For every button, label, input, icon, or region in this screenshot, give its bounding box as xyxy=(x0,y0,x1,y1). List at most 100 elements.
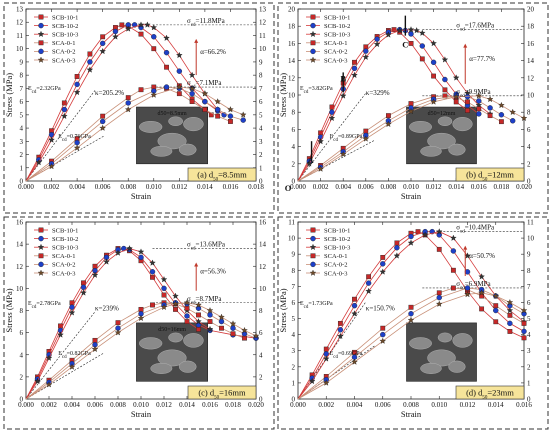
data-point xyxy=(80,284,87,290)
y-tick-label-right: 11 xyxy=(259,32,266,40)
x-axis-title: Strain xyxy=(131,409,152,419)
data-point xyxy=(419,56,425,62)
chart-panel-d: 0.000 0.002 0.004 0.006 0.008 0.010 0.012 0.014… xyxy=(277,216,549,430)
y-tick-label-right: 13 xyxy=(259,6,267,14)
y-tick-label: 6 xyxy=(20,98,24,106)
x-tick-label: 0.010 xyxy=(133,401,149,409)
x-tick-label: 0.008 xyxy=(403,401,419,409)
y-tick-label: 5 xyxy=(20,111,24,119)
y-tick-label-right: 2 xyxy=(259,151,263,159)
x-tick-label: 0.000 xyxy=(18,183,34,191)
data-point xyxy=(507,312,513,318)
x-tick-label: 0.004 xyxy=(347,401,363,409)
data-point xyxy=(184,313,190,319)
x-tick-label: 0.008 xyxy=(120,183,136,191)
specimen-photo: d50=8.5mm xyxy=(136,106,208,165)
data-point xyxy=(74,81,80,88)
data-point xyxy=(74,74,80,79)
y-axis-title: Stress (MPa) xyxy=(278,73,288,117)
y-tick-label-right: 9 xyxy=(259,58,263,66)
x-tick-label: 0.002 xyxy=(41,401,57,409)
y-tick-label-right: 9 xyxy=(527,251,531,259)
x-tick-label: 0.010 xyxy=(403,183,419,191)
data-point xyxy=(99,118,106,125)
data-point xyxy=(408,311,414,317)
peak-scb-label: σcd=11.8MPa xyxy=(187,17,226,28)
y-tick-label-right: 10 xyxy=(259,45,267,53)
y-tick-label-right: 8 xyxy=(527,109,531,117)
legend-marker xyxy=(310,22,316,29)
data-point xyxy=(329,109,335,115)
alpha-label: α=50.7% xyxy=(469,252,495,260)
data-point xyxy=(436,294,442,301)
data-point xyxy=(219,325,224,331)
data-point xyxy=(521,320,527,326)
data-point xyxy=(323,379,330,386)
data-point xyxy=(306,160,313,167)
y-tick-label: 4 xyxy=(20,351,24,359)
data-point xyxy=(138,254,144,261)
alpha-arrow-head xyxy=(463,245,468,250)
y-tick-label: 11 xyxy=(288,219,295,227)
y-tick-label: 12 xyxy=(16,263,24,271)
modulus-line-scb xyxy=(25,311,96,400)
peak-scb-label: σcd=13.6MPa xyxy=(187,241,226,252)
aggregate-particle xyxy=(168,332,183,343)
legend-label: SCB-10-2 xyxy=(324,23,350,30)
legend-label: SCB-10-3 xyxy=(324,32,350,39)
modulus-sca-label: Ecd=0.76GPa xyxy=(58,134,91,143)
specimen-photo: d50=12mm xyxy=(406,106,477,165)
data-point xyxy=(380,325,386,331)
y-tick-label: 0 xyxy=(292,178,296,186)
aggregate-particle xyxy=(437,116,453,126)
legend-label: SCB-10-2 xyxy=(52,23,78,30)
data-point xyxy=(487,113,493,119)
legend-label: SCB-10-1 xyxy=(324,227,350,234)
y-tick-label: 5 xyxy=(292,315,296,323)
data-point xyxy=(386,113,391,119)
kappa-label: κ=150.7% xyxy=(366,305,395,313)
data-point xyxy=(362,53,370,60)
legend-marker xyxy=(310,40,316,46)
legend-label: SCA-0-2 xyxy=(52,262,75,269)
data-point xyxy=(137,21,145,28)
y-tick-label: 0 xyxy=(292,396,296,404)
specimen-photo: d50=16mm xyxy=(136,322,208,382)
modulus-sca-label: Ecd=0.69GPa xyxy=(330,351,363,360)
legend-marker xyxy=(38,48,44,55)
y-tick-label-right: 4 xyxy=(259,125,263,133)
data-point xyxy=(149,269,156,275)
data-point xyxy=(385,31,392,38)
data-point xyxy=(430,98,437,105)
chart-panel-c: 0.000 0.002 0.004 0.006 0.008 0.010 0.012 0.014… xyxy=(3,216,275,430)
data-point xyxy=(92,337,98,343)
data-point xyxy=(365,280,372,286)
modulus-line-scb xyxy=(297,301,367,400)
y-tick-label-right: 3 xyxy=(259,138,263,146)
data-point xyxy=(61,106,68,113)
data-point xyxy=(506,299,514,306)
y-tick-label-right: 10 xyxy=(527,235,535,243)
caption-box xyxy=(187,167,257,182)
alpha-label: α=77.7% xyxy=(469,55,495,63)
data-point xyxy=(100,34,106,40)
data-point xyxy=(452,74,460,81)
y-axis-title: Stress (MPa) xyxy=(4,288,14,332)
legend-marker xyxy=(38,227,44,233)
x-tick-label: 0.012 xyxy=(171,183,187,191)
data-point xyxy=(91,345,99,352)
data-point xyxy=(114,329,122,336)
legend-marker xyxy=(38,253,44,259)
legend-marker xyxy=(309,56,317,63)
data-point xyxy=(114,249,122,256)
data-point xyxy=(137,314,145,322)
data-point xyxy=(351,302,358,309)
data-point xyxy=(202,98,208,105)
legend-label: SCA-0-3 xyxy=(52,57,75,64)
data-point xyxy=(125,95,131,101)
data-point xyxy=(430,59,437,66)
data-point xyxy=(86,66,94,73)
photo-label: d50=12mm xyxy=(428,111,456,117)
data-point xyxy=(184,305,190,311)
